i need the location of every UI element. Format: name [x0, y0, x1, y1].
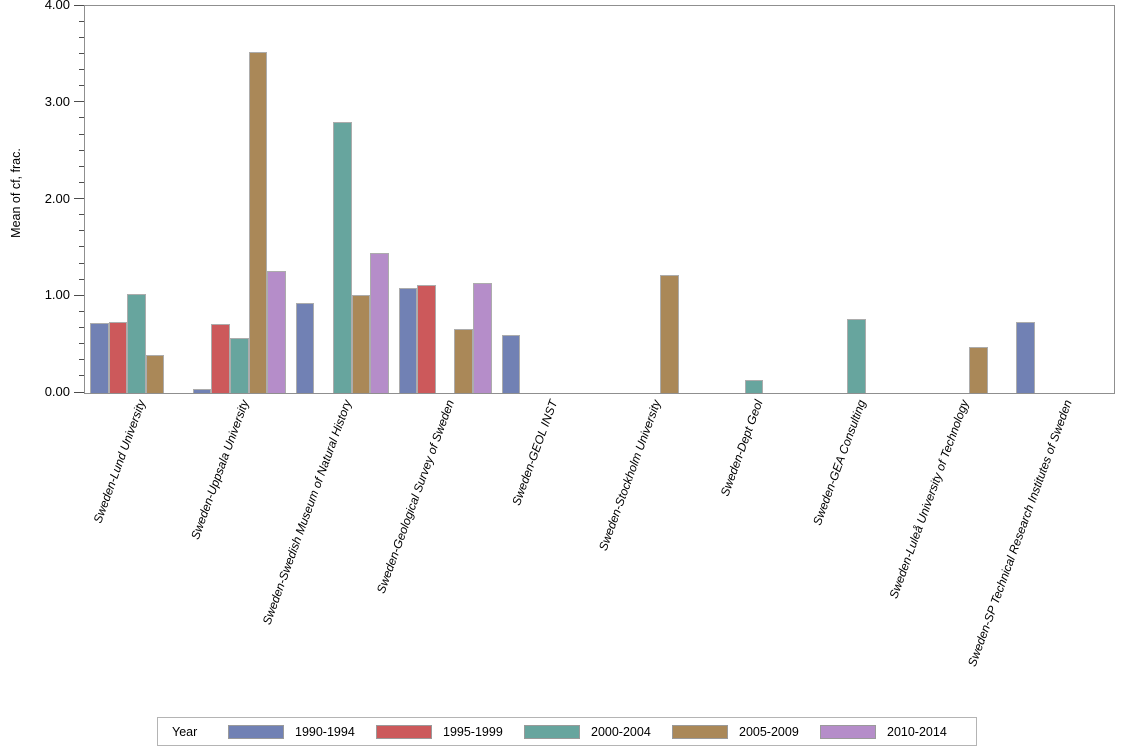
- y-tick-label: 4.00: [44, 0, 70, 12]
- bar: [417, 284, 436, 393]
- y-major-tick: [74, 294, 84, 296]
- legend-item-label: 1990-1994: [295, 724, 355, 739]
- legend-swatch: [672, 724, 728, 739]
- x-category-label: Sweden-Uppsala University: [187, 398, 252, 542]
- legend-item-label: 2005-2009: [739, 724, 799, 739]
- y-major-tick: [74, 391, 84, 393]
- y-tick-label: 3.00: [44, 93, 70, 109]
- bar: [145, 355, 165, 393]
- bar: [660, 274, 679, 393]
- x-category-label: Sweden-GEOL INST: [509, 398, 561, 508]
- plot-area: [84, 5, 1115, 394]
- bar: [295, 303, 315, 393]
- y-minor-tick: [79, 149, 84, 151]
- bar: [501, 334, 521, 393]
- legend-swatch: [820, 724, 876, 739]
- y-minor-tick: [79, 85, 84, 87]
- y-minor-tick: [79, 133, 84, 135]
- y-tick-label: 1.00: [44, 287, 70, 303]
- bar: [744, 380, 764, 393]
- legend-item-label: 2000-2004: [591, 724, 651, 739]
- y-minor-tick: [79, 310, 84, 312]
- y-minor-tick: [79, 52, 84, 54]
- y-minor-tick: [79, 343, 84, 345]
- legend-item: 2000-2004: [524, 724, 672, 739]
- bar: [968, 346, 988, 393]
- y-minor-tick: [79, 278, 84, 280]
- legend: Year 1990-1994 1995-1999 2000-2004 2005-200…: [157, 717, 977, 746]
- x-category-label: Sweden-Stockholm University: [595, 398, 664, 553]
- y-tick-label: 0.00: [44, 384, 70, 399]
- y-minor-tick: [79, 20, 84, 22]
- x-category-label: Sweden-Luleå University of Technology: [886, 398, 972, 601]
- y-minor-tick: [79, 117, 84, 119]
- y-minor-tick: [79, 36, 84, 38]
- bar: [1016, 322, 1035, 393]
- legend-swatch: [376, 724, 432, 739]
- bar: [108, 322, 128, 393]
- y-minor-tick: [79, 246, 84, 248]
- y-minor-tick: [79, 165, 84, 167]
- bar: [89, 323, 109, 393]
- y-minor-tick: [79, 230, 84, 232]
- legend-swatch: [228, 724, 284, 739]
- y-major-tick: [74, 101, 84, 103]
- x-category-label: Sweden-Swedish Museum of Natural History: [259, 398, 355, 627]
- legend-item: 2005-2009: [672, 724, 820, 739]
- bar: [267, 271, 286, 393]
- legend-title: Year: [172, 724, 198, 739]
- bar: [454, 329, 474, 393]
- x-category-label: Sweden-Dept Geol: [718, 398, 767, 499]
- bar: [370, 252, 389, 393]
- x-category-label: Sweden-SP Technical Research Institutes …: [964, 398, 1075, 669]
- x-category-label: Sweden-Lund University: [90, 398, 149, 526]
- legend-item: 1995-1999: [376, 724, 524, 739]
- y-minor-tick: [79, 69, 84, 70]
- bar: [847, 319, 867, 393]
- bar: [351, 295, 371, 393]
- bar: [230, 337, 249, 393]
- bar: [211, 324, 231, 393]
- legend-item-label: 2010-2014: [887, 724, 947, 739]
- y-major-tick: [74, 4, 84, 6]
- bar: [127, 294, 146, 393]
- legend-swatch: [524, 724, 580, 739]
- y-tick-label: 2.00: [44, 190, 70, 206]
- bar: [332, 122, 352, 393]
- y-minor-tick: [79, 375, 84, 377]
- bar: [398, 287, 418, 393]
- y-minor-tick: [79, 327, 84, 328]
- legend-item-label: 1995-1999: [443, 724, 503, 739]
- legend-item: 2010-2014: [820, 724, 968, 739]
- x-category-label: Sweden-Geological Survey of Sweden: [374, 398, 458, 596]
- y-minor-tick: [79, 181, 84, 183]
- y-minor-tick: [79, 214, 84, 216]
- y-major-tick: [74, 198, 84, 199]
- legend-items: 1990-1994 1995-1999 2000-2004 2005-2009 2010…: [228, 724, 968, 739]
- x-category-label: Sweden-GEA Consulting: [810, 398, 869, 528]
- bar: [248, 52, 268, 393]
- y-minor-tick: [79, 359, 84, 361]
- legend-item: 1990-1994: [228, 724, 376, 739]
- bar: [192, 389, 212, 393]
- y-minor-tick: [79, 262, 84, 264]
- bar: [473, 282, 492, 393]
